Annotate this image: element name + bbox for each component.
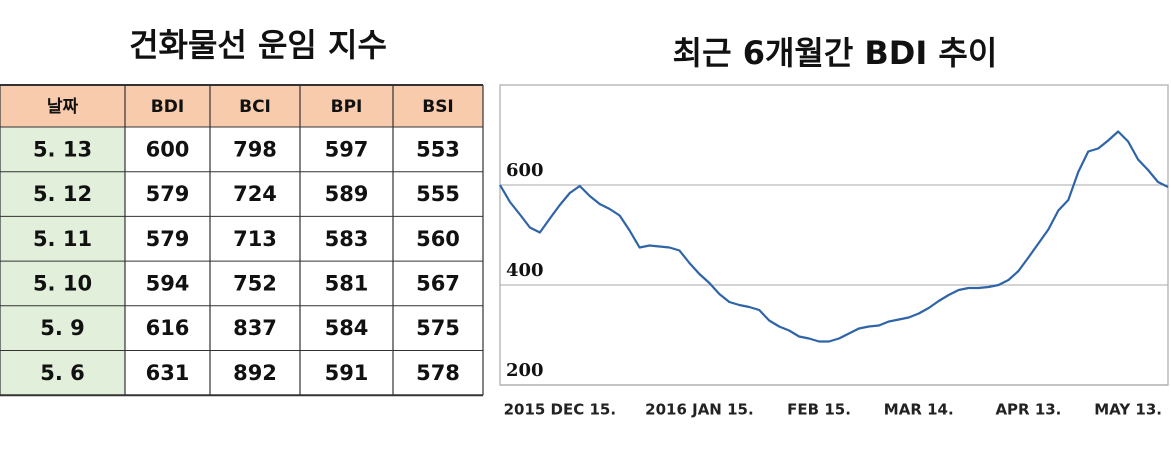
cell: 579 — [146, 182, 190, 206]
cell: 555 — [416, 182, 460, 206]
cell: 589 — [325, 182, 369, 206]
cell: 600 — [146, 137, 190, 161]
cell: 5. 10 — [33, 271, 92, 295]
cell: 616 — [146, 316, 190, 340]
y-tick-label: 200 — [506, 360, 544, 381]
cell: 5. 9 — [40, 316, 85, 340]
cell: 594 — [146, 271, 190, 295]
cell: 752 — [233, 271, 277, 295]
x-tick-label: MAR 14. — [884, 401, 954, 419]
y-tick-label: 600 — [506, 160, 544, 181]
x-tick-label: MAY 13. — [1094, 401, 1162, 419]
x-tick-label: APR 13. — [995, 401, 1061, 419]
table-title: 건화물선 운임 지수 — [129, 26, 387, 64]
cell: 631 — [146, 361, 190, 385]
cell: 583 — [325, 227, 369, 251]
header-cell: 날짜 — [47, 97, 79, 117]
cell: 837 — [233, 316, 277, 340]
cell: 553 — [416, 137, 460, 161]
cell: 591 — [325, 361, 369, 385]
cell: 5. 12 — [33, 182, 92, 206]
header-bg — [0, 85, 483, 127]
x-tick-label: 2016 JAN 15. — [645, 401, 754, 419]
y-tick-label: 400 — [506, 260, 544, 281]
header-cell: BCI — [239, 97, 271, 117]
cell: 5. 13 — [33, 137, 92, 161]
cell: 560 — [416, 227, 460, 251]
cell: 581 — [325, 271, 369, 295]
cell: 584 — [325, 316, 369, 340]
cell: 575 — [416, 316, 460, 340]
x-tick-label: 2015 DEC 15. — [504, 401, 616, 419]
chart-title: 최근 6개월간 BDI 추이 — [673, 34, 998, 72]
cell: 567 — [416, 271, 460, 295]
x-tick-label: FEB 15. — [787, 401, 851, 419]
cell: 713 — [233, 227, 277, 251]
cell: 892 — [233, 361, 277, 385]
cell: 579 — [146, 227, 190, 251]
header-cell: BPI — [331, 97, 363, 117]
header-cell: BSI — [422, 97, 454, 117]
header-cell: BDI — [151, 97, 184, 117]
plot-frame — [499, 84, 1169, 386]
cell: 5. 11 — [33, 227, 92, 251]
cell: 597 — [325, 137, 369, 161]
cell: 724 — [233, 182, 277, 206]
bdi-line — [499, 130, 1169, 343]
cell: 798 — [233, 137, 277, 161]
cell: 578 — [416, 361, 460, 385]
cell: 5. 6 — [40, 361, 85, 385]
